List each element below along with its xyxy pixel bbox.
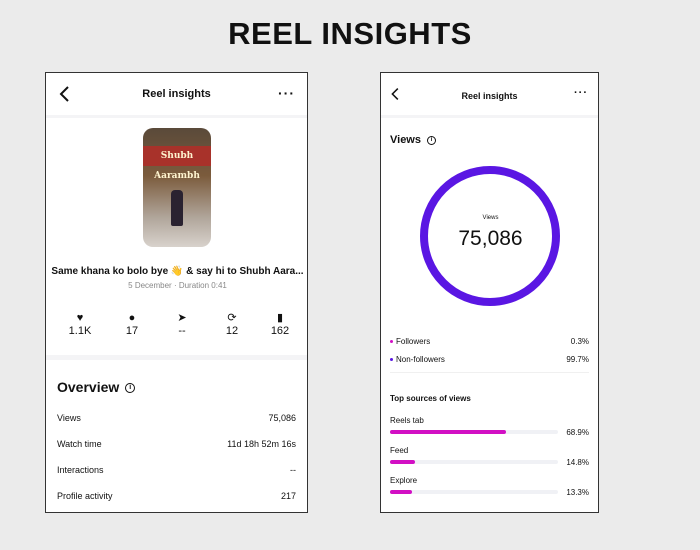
reel-caption: Same khana ko bolo bye 👋 & say hi to Shu…: [51, 266, 304, 277]
overview-row[interactable]: Views 75,086: [57, 413, 296, 423]
thumbnail-sign: Shubh Aarambh: [143, 146, 211, 181]
stat-repost[interactable]: ⟳ 12: [212, 311, 252, 337]
source-value: 14.8%: [566, 458, 589, 467]
stat-comment[interactable]: ● 17: [112, 311, 152, 337]
legend-dot: [390, 340, 393, 344]
overview-value: --: [290, 465, 296, 475]
audience-value: 99.7%: [566, 355, 589, 364]
reel-meta: 5 December · Duration 0:41: [128, 281, 227, 290]
audience-value: 0.3%: [570, 337, 589, 346]
source-bar-fill: [390, 460, 415, 464]
audience-row: Non-followers 99.7%: [390, 355, 589, 364]
audience-row: Followers 0.3%: [390, 337, 589, 346]
overview-value: 217: [280, 491, 296, 501]
source-value: 13.3%: [566, 488, 589, 497]
overview-value: 11d 18h 52m 16s: [227, 439, 296, 449]
header-title: Reel insights: [142, 88, 211, 100]
stat-value: 12: [225, 325, 239, 337]
back-icon[interactable]: [58, 85, 72, 103]
views-title: Views i: [390, 134, 436, 146]
more-options-icon[interactable]: ···: [278, 85, 295, 101]
info-icon[interactable]: i: [427, 135, 436, 145]
stat-value: --: [178, 325, 186, 337]
reel-insights-panel-right: Reel insights ··· Views i Views 75,086 Fo…: [380, 72, 599, 513]
source-bar-fill: [390, 490, 413, 494]
legend-dot: [390, 358, 393, 362]
overview-row[interactable]: Interactions --: [57, 465, 296, 475]
page-title: REEL INSIGHTS: [228, 16, 472, 51]
stat-value: 17: [125, 325, 139, 337]
source-bar: [390, 460, 558, 464]
header-title: Reel insights: [461, 91, 518, 101]
ring-value: 75,086: [458, 227, 523, 250]
overview-row[interactable]: Profile activity 217: [57, 491, 296, 501]
source-bar-fill: [390, 430, 506, 434]
stat-share[interactable]: ➤ --: [162, 311, 202, 337]
source-label: Feed: [390, 446, 409, 455]
ring-label: Views: [482, 215, 499, 221]
info-icon[interactable]: i: [125, 383, 136, 394]
more-options-icon[interactable]: ···: [574, 87, 588, 99]
overview-value: 75,086: [268, 413, 296, 423]
share-icon: ➤: [177, 312, 187, 324]
bookmark-icon: ▮: [276, 312, 284, 324]
source-label: Reels tab: [390, 416, 424, 425]
overview-title: Overview i: [57, 379, 136, 395]
overview-row[interactable]: Watch time 11d 18h 52m 16s: [57, 439, 296, 449]
overview-label: Views: [57, 413, 81, 423]
source-bar: [390, 430, 558, 434]
back-icon[interactable]: [390, 87, 401, 101]
stat-heart[interactable]: ♥ 1.1K: [60, 311, 100, 337]
comment-icon: ●: [128, 312, 136, 324]
reel-thumbnail[interactable]: Shubh Aarambh: [143, 128, 211, 247]
audience-label: Non-followers: [396, 355, 445, 364]
repost-icon: ⟳: [227, 312, 237, 324]
header: Reel insights ···: [381, 73, 598, 115]
overview-label: Profile activity: [57, 491, 113, 501]
stat-bookmark[interactable]: ▮ 162: [260, 311, 300, 337]
source-label: Explore: [390, 476, 418, 485]
reel-insights-panel-left: Reel insights ··· Shubh Aarambh Same kha…: [45, 72, 308, 513]
stat-value: 162: [270, 325, 290, 337]
source-value: 68.9%: [566, 428, 589, 437]
overview-label: Interactions: [57, 465, 104, 475]
stat-value: 1.1K: [68, 325, 92, 337]
overview-label: Watch time: [57, 439, 102, 449]
audience-label: Followers: [396, 337, 431, 346]
source-bar: [390, 490, 558, 494]
views-ring: [420, 166, 560, 306]
sources-title: Top sources of views: [390, 394, 471, 403]
header: Reel insights ···: [46, 73, 307, 115]
heart-icon: ♥: [76, 312, 84, 324]
